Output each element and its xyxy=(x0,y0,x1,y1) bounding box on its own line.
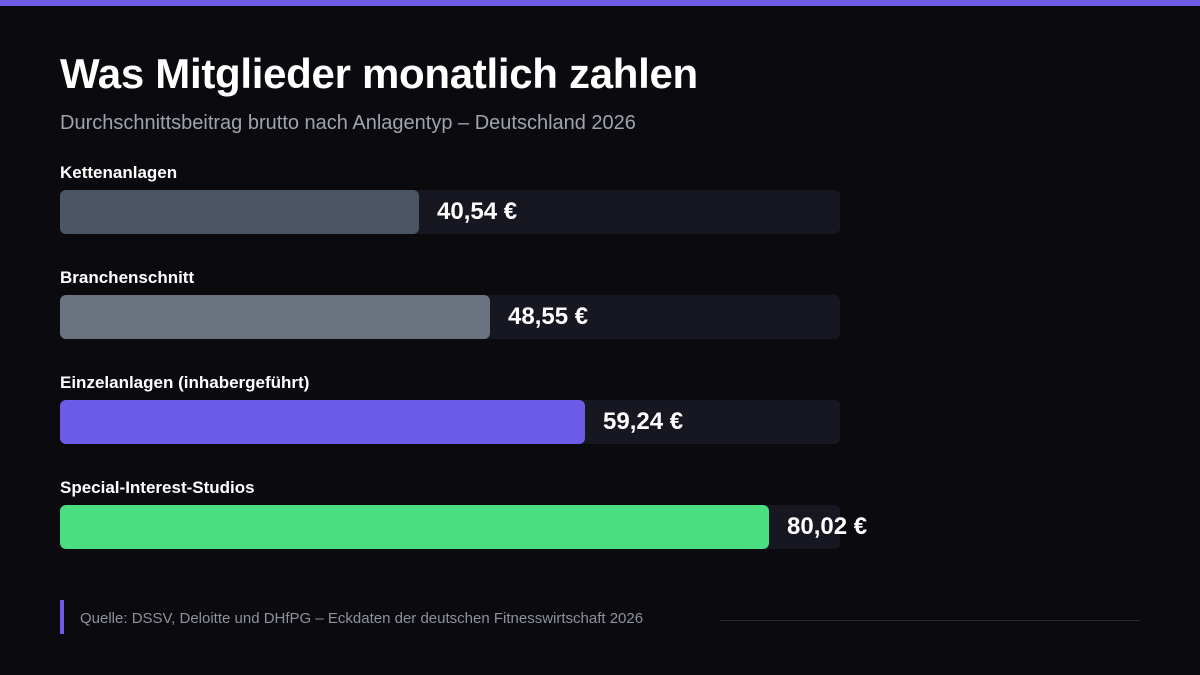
bar-track: 59,24 € xyxy=(60,400,840,444)
bar-label: Kettenanlagen xyxy=(60,163,178,182)
bar-branchenschnitt xyxy=(60,295,490,339)
chart-title: Was Mitglieder monatlich zahlen xyxy=(60,50,698,97)
bar-kettenanlagen xyxy=(60,190,419,234)
bar-label: Branchenschnitt xyxy=(60,268,195,287)
bar-value-label: 48,55 € xyxy=(508,303,589,330)
source-note: Quelle: DSSV, Deloitte und DHfPG – Eckda… xyxy=(80,610,644,627)
bar-row-kettenanlagen: Kettenanlagen 40,54 € xyxy=(60,161,900,241)
chart-subtitle: Durchschnittsbeitrag brutto nach Anlagen… xyxy=(60,112,636,134)
bar-track: 48,55 € xyxy=(60,295,840,339)
bar-special-interest-studios xyxy=(60,505,769,549)
bar-row-einzelanlagen: Einzelanlagen (inhabergeführt) 59,24 € xyxy=(60,371,900,451)
bar-label: Einzelanlagen (inhabergeführt) xyxy=(60,373,310,392)
bar-row-branchenschnitt: Branchenschnitt 48,55 € xyxy=(60,266,900,346)
bar-track: 40,54 € xyxy=(60,190,840,234)
source-divider xyxy=(720,620,1140,621)
source-accent-bar xyxy=(60,600,64,634)
bar-row-special-interest-studios: Special-Interest-Studios 80,02 € xyxy=(60,476,900,556)
bar-value-label: 40,54 € xyxy=(437,198,518,225)
bar-track: 80,02 € xyxy=(60,505,867,549)
bar-value-label: 80,02 € xyxy=(787,513,868,540)
bar-einzelanlagen xyxy=(60,400,585,444)
bar-value-label: 59,24 € xyxy=(603,408,684,435)
bar-label: Special-Interest-Studios xyxy=(60,478,255,497)
top-accent-bar xyxy=(0,0,1200,6)
